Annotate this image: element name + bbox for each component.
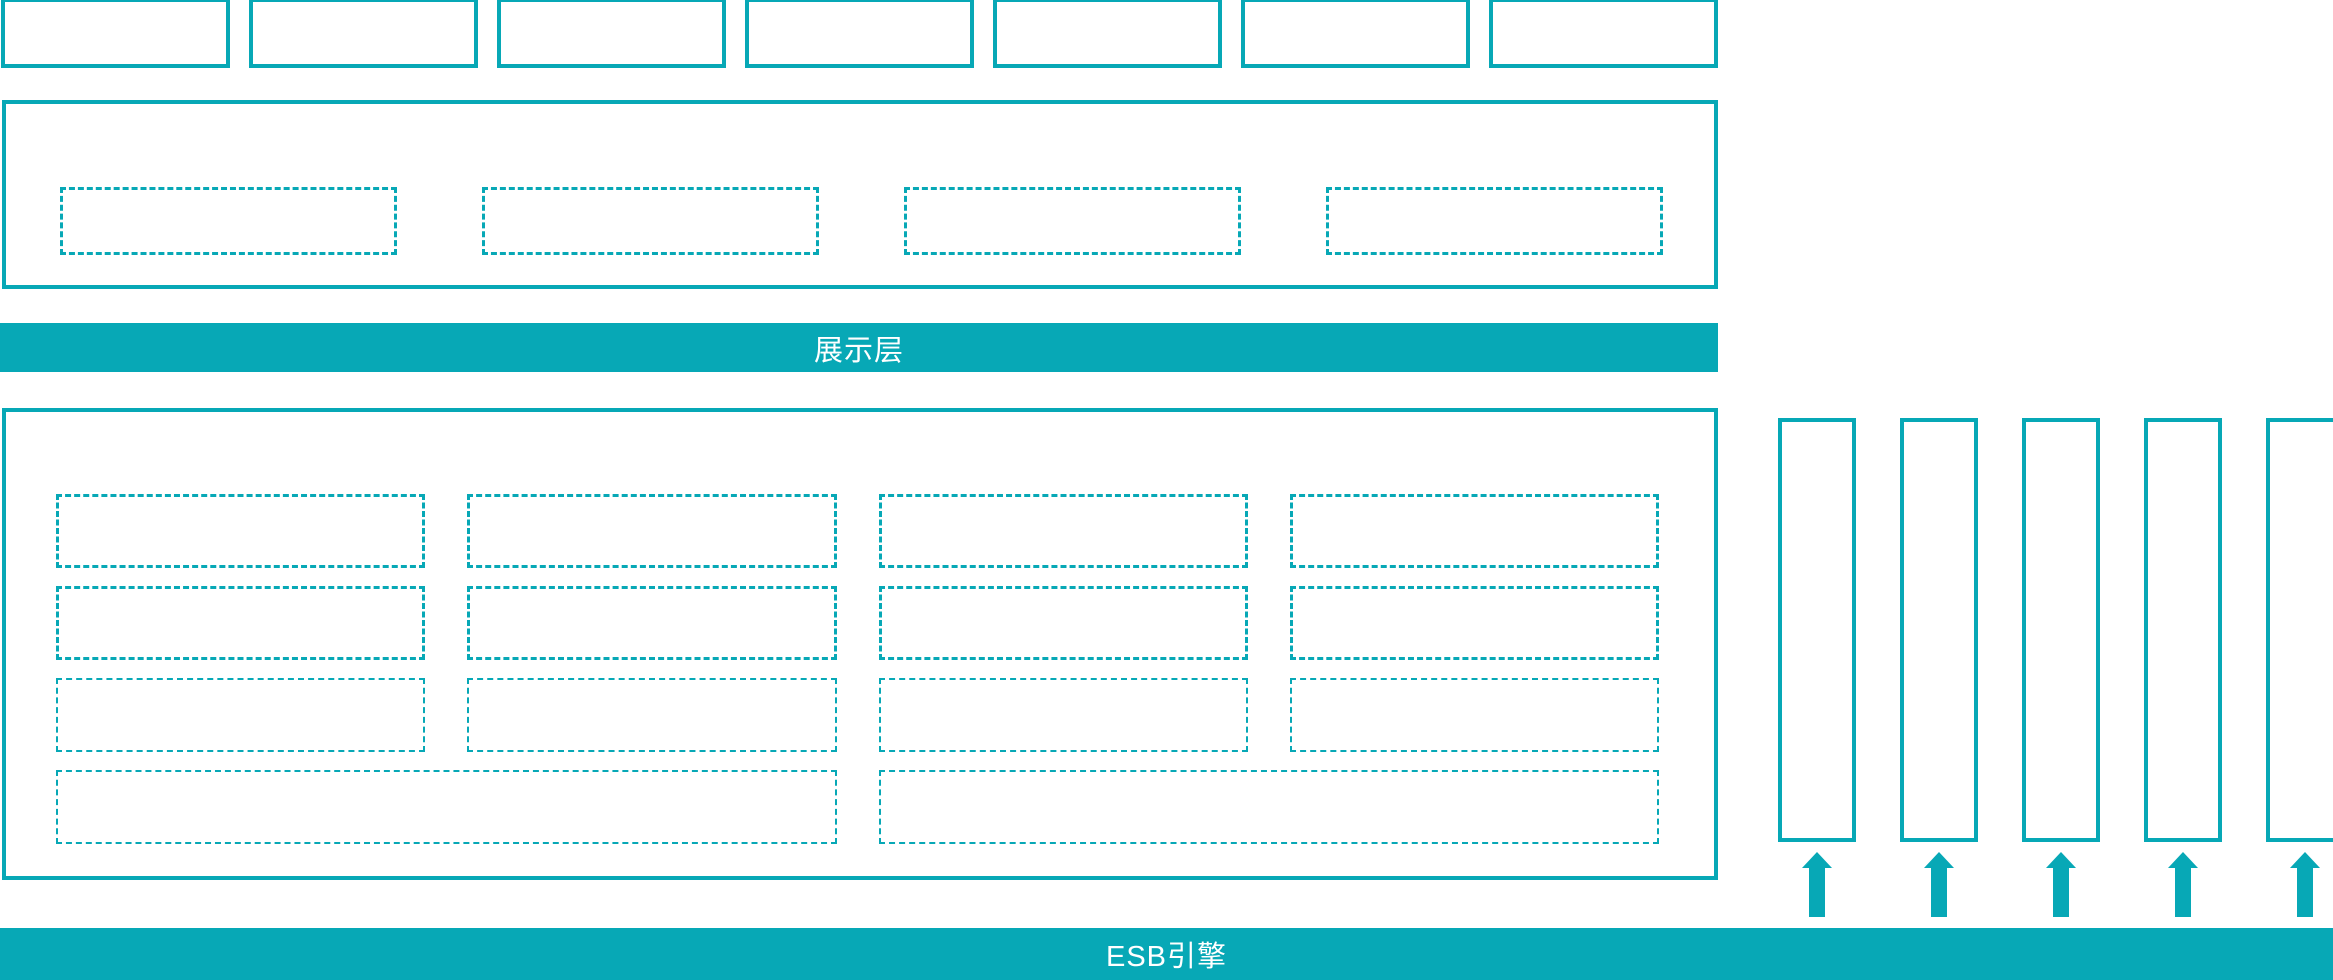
module-box-dense-dash bbox=[878, 494, 1248, 568]
module-box-dense-dash bbox=[56, 586, 426, 660]
service-column-box bbox=[1900, 418, 1978, 842]
top-row-box bbox=[249, 0, 478, 68]
module-box-dense-dash bbox=[1289, 586, 1659, 660]
service-column-box bbox=[1778, 418, 1856, 842]
upper-panel-dashed-row bbox=[60, 187, 1663, 255]
top-row-box bbox=[1241, 0, 1470, 68]
top-row-box bbox=[745, 0, 974, 68]
presentation-layer-label: 展示层 bbox=[813, 334, 904, 367]
up-arrow-icon bbox=[2046, 852, 2076, 917]
service-column bbox=[2144, 418, 2222, 917]
main-panel bbox=[2, 408, 1718, 880]
service-column-box bbox=[2266, 418, 2333, 842]
upper-dashed-box bbox=[1326, 187, 1663, 255]
top-row-box bbox=[1, 0, 230, 68]
service-column bbox=[1778, 418, 1856, 917]
top-row bbox=[1, 0, 1718, 68]
module-box-dense-dash bbox=[1289, 494, 1659, 568]
module-box-dense-dash bbox=[467, 494, 837, 568]
esb-engine-bar: ESB引擎 bbox=[0, 928, 2333, 980]
module-box-fine-dash bbox=[56, 678, 426, 752]
module-box-wide bbox=[56, 770, 837, 844]
up-arrow-icon bbox=[2290, 852, 2320, 917]
module-box-dense-dash bbox=[467, 586, 837, 660]
up-arrow-icon bbox=[1924, 852, 1954, 917]
esb-engine-label: ESB引擎 bbox=[1105, 941, 1228, 973]
upper-panel bbox=[2, 100, 1718, 289]
module-box-wide bbox=[878, 770, 1659, 844]
module-box-fine-dash bbox=[1289, 678, 1659, 752]
up-arrow-icon bbox=[1802, 852, 1832, 917]
service-column bbox=[2266, 418, 2333, 917]
presentation-layer-bar: 展示层 bbox=[0, 323, 1718, 372]
upper-dashed-box bbox=[904, 187, 1241, 255]
top-row-box bbox=[1489, 0, 1718, 68]
module-box-fine-dash bbox=[467, 678, 837, 752]
service-column-box bbox=[2022, 418, 2100, 842]
top-row-box bbox=[497, 0, 726, 68]
upper-dashed-box bbox=[60, 187, 397, 255]
module-box-dense-dash bbox=[56, 494, 426, 568]
up-arrow-icon bbox=[2168, 852, 2198, 917]
module-box-fine-dash bbox=[878, 678, 1248, 752]
module-grid bbox=[56, 494, 1659, 844]
module-box-dense-dash bbox=[878, 586, 1248, 660]
service-column bbox=[2022, 418, 2100, 917]
service-column-box bbox=[2144, 418, 2222, 842]
upper-dashed-box bbox=[482, 187, 819, 255]
top-row-box bbox=[993, 0, 1222, 68]
right-column-group bbox=[1778, 418, 2333, 917]
service-column bbox=[1900, 418, 1978, 917]
